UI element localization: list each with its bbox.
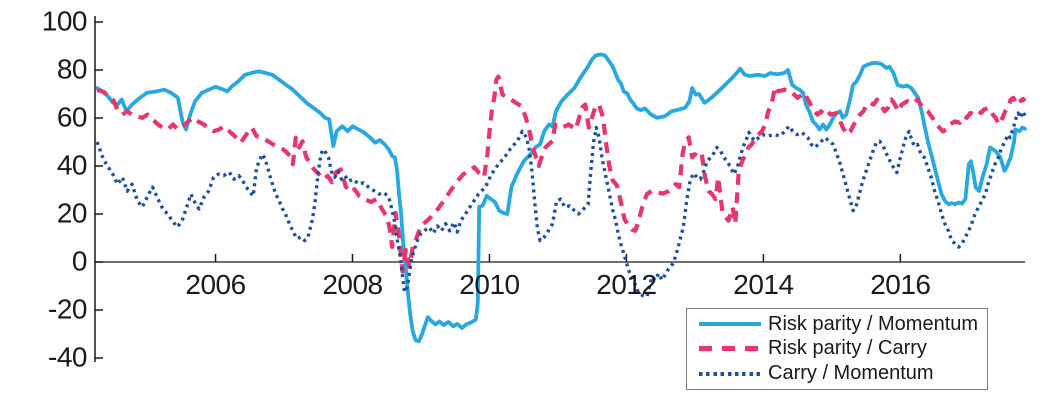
legend-item-risk-parity-carry: Risk parity / Carry (699, 337, 981, 361)
plot-line-risk-parity-carry (96, 74, 1027, 274)
plot-line-carry-momentum (95, 109, 1027, 299)
x-tick-label: 2012 (596, 269, 657, 300)
legend-item-risk-parity-momentum: Risk parity / Momentum (699, 312, 981, 336)
legend-label-carry-momentum: Carry / Momentum (768, 362, 934, 385)
y-tick-label: 60 (56, 101, 88, 133)
legend-line-dashed-pink-icon (699, 346, 761, 352)
x-tick-label: 2006 (185, 269, 246, 300)
y-tick-label: 0 (71, 245, 88, 277)
y-tick-label: -40 (48, 341, 87, 373)
plot-line-risk-parity-momentum (95, 52, 1027, 344)
legend-line-solid-blue-icon (699, 322, 761, 327)
legend: Risk parity / Momentum Risk parity / Car… (686, 308, 988, 390)
y-tick-label: 100 (41, 5, 88, 37)
y-tick-label: 80 (56, 53, 88, 85)
y-tick-label: 40 (56, 149, 88, 181)
y-tick-label: 20 (56, 197, 88, 229)
legend-line-dotted-navy-icon (699, 371, 761, 376)
x-tick-label: 2008 (322, 269, 383, 300)
legend-label-risk-parity-momentum: Risk parity / Momentum (768, 312, 979, 335)
x-tick-label: 2010 (459, 269, 520, 300)
y-tick-label: -20 (48, 293, 87, 325)
x-tick-label: 2016 (870, 269, 931, 300)
x-tick-label: 2014 (733, 269, 794, 300)
legend-label-risk-parity-carry: Risk parity / Carry (768, 337, 927, 360)
legend-item-carry-momentum: Carry / Momentum (699, 362, 981, 386)
